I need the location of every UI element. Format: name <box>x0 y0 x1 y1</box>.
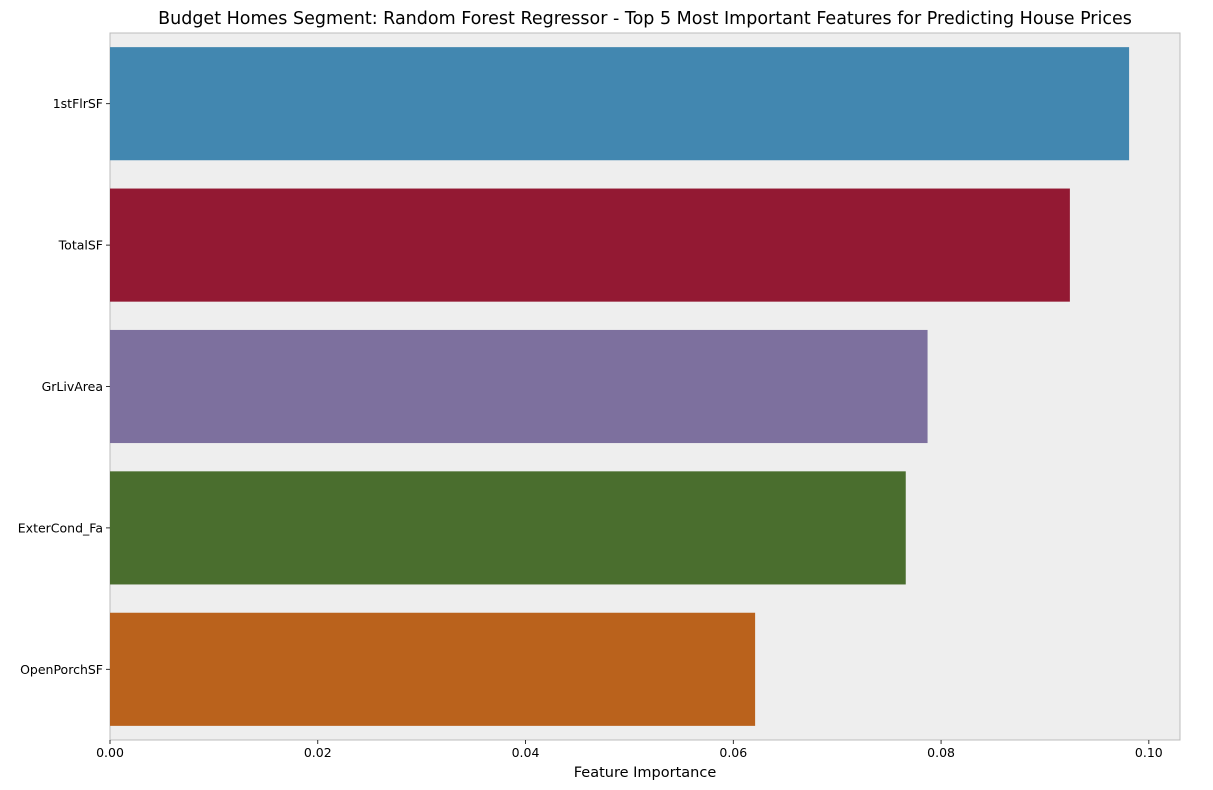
bar-OpenPorchSF <box>110 612 756 726</box>
bar-TotalSF <box>110 188 1070 302</box>
bar-1stFlrSF <box>110 47 1130 161</box>
x-tick-label: 0.00 <box>96 745 124 760</box>
x-tick-label: 0.08 <box>927 745 955 760</box>
y-tick-label: GrLivArea <box>42 379 103 394</box>
bar-GrLivArea <box>110 329 928 444</box>
y-tick-label: ExterCond_Fa <box>18 520 103 535</box>
x-tick-label: 0.06 <box>719 745 747 760</box>
chart-title: Budget Homes Segment: Random Forest Regr… <box>158 9 1132 29</box>
x-tick-label: 0.10 <box>1135 745 1163 760</box>
x-axis-label: Feature Importance <box>574 765 717 781</box>
y-tick-label: OpenPorchSF <box>20 662 103 677</box>
y-tick-label: TotalSF <box>58 238 103 253</box>
x-tick-label: 0.02 <box>304 745 332 760</box>
x-tick-label: 0.04 <box>512 745 540 760</box>
y-tick-label: 1stFlrSF <box>53 96 103 111</box>
bar-ExterCond_Fa <box>110 471 906 585</box>
